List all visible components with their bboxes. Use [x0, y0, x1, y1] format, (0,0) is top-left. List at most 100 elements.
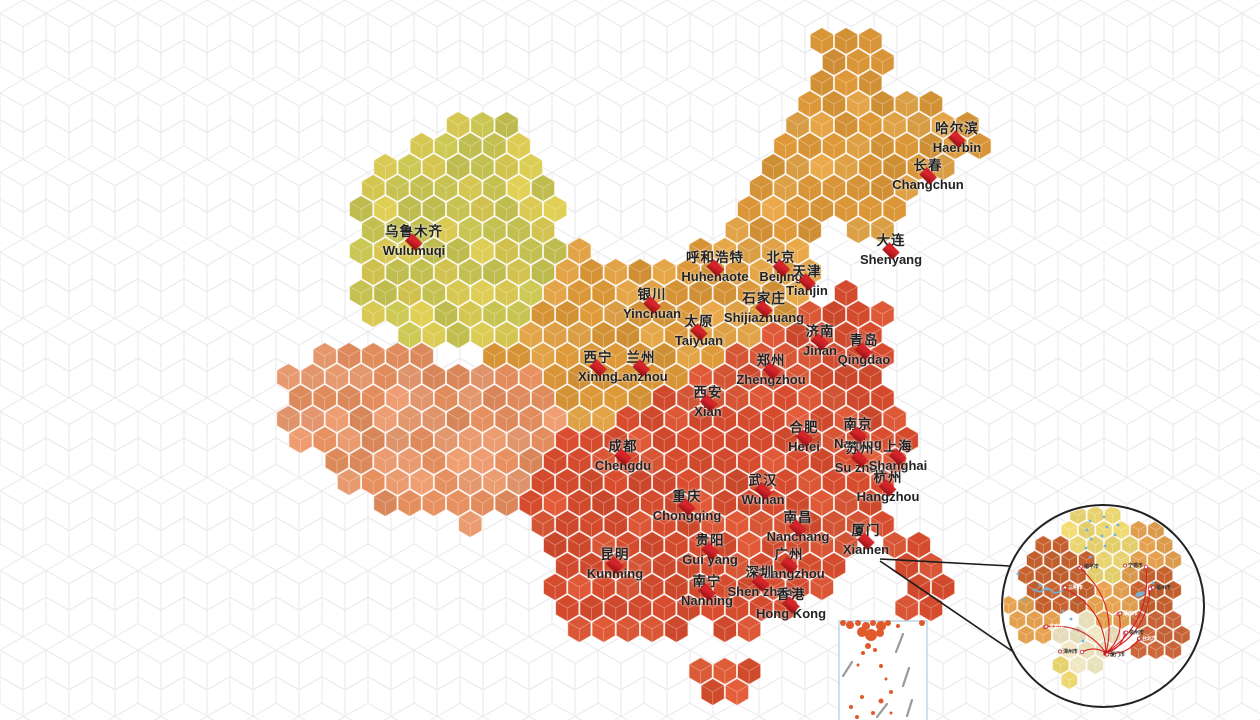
city-label-shijiazhuang[interactable]: 石家庄 Shijiazhuang [724, 292, 804, 324]
hex-tile-northwest-yellow [397, 152, 422, 182]
inset-city-label[interactable]: 莆田市 [1118, 611, 1138, 616]
city-label-beijing[interactable]: 北京 Beijing [759, 251, 802, 283]
inset-city-label[interactable]: 三明市 [1063, 585, 1083, 590]
sea-island-dot [870, 620, 876, 626]
hex-tile-south-red [591, 488, 616, 518]
city-name-zh: 苏州 [845, 441, 875, 456]
city-label-shanghai[interactable]: 上海Shanghai [869, 440, 928, 472]
inset-city-label[interactable]: 宁德市 [1123, 563, 1143, 569]
city-label-wuhan[interactable]: 武汉 Wuhan [741, 474, 784, 506]
hex-cube-line [834, 285, 859, 307]
hex-cube-line [373, 243, 398, 265]
city-name-zh: 杭州 [873, 470, 903, 485]
hex-cube-line [1017, 629, 1035, 645]
inset-city-label[interactable]: 南平市 [1079, 564, 1099, 569]
inset-city-name: 宁德市 [1128, 563, 1143, 569]
city-label-hong-kong[interactable]: 香港 Hong Kong [756, 588, 826, 620]
hex-cube-line [749, 264, 774, 286]
inset-city-label[interactable]: 福州市 [1151, 585, 1171, 590]
city-label-nanjing[interactable]: 南京 Nanjing [834, 418, 882, 450]
city-label-chengdu[interactable]: 成都Chengdu [595, 440, 651, 472]
hex-tile-north-amber [773, 299, 798, 329]
hex-tile-south-red [579, 425, 604, 455]
hex-tile-south-red [797, 551, 823, 581]
hex-tile-xiamen-cream [1051, 624, 1070, 646]
city-label-shenyang[interactable]: 大连 Shenyang [860, 234, 922, 266]
city-label-shen-zhen[interactable]: 深圳 Shen zhen [727, 566, 792, 598]
city-label-kunming[interactable]: 昆明Kunming [587, 548, 643, 580]
hex-tile-north-amber [591, 278, 616, 308]
hex-cube-line [482, 138, 507, 160]
hex-tile-hainan-red [736, 656, 762, 686]
hex-cube-line [773, 222, 798, 244]
city-label-su-zhou[interactable]: 苏州 Su zhou [835, 442, 886, 474]
hex-cube-line [1052, 569, 1070, 585]
hex-cube-line [809, 453, 834, 475]
hex-tile-south-red [821, 551, 847, 581]
hex-cube-line [688, 495, 713, 517]
city-label-yinchuan[interactable]: 银川 Yinchuan [623, 288, 681, 320]
city-label-chongqing[interactable]: 重庆Chongqing [653, 490, 722, 522]
fujian-magnifier-inset[interactable] [1000, 504, 1205, 708]
hex-tile-south-red [554, 551, 580, 581]
hex-tile-north-amber [857, 152, 883, 182]
hex-tile-west-salmon [409, 341, 435, 371]
city-label-hangzhou[interactable]: 杭州Hangzhou [857, 471, 920, 503]
inset-city-label[interactable]: 龙岩市 [1044, 624, 1064, 629]
city-label-haerbin[interactable]: 哈尔滨Haerbin [933, 122, 981, 154]
hex-tile-northwest-yellow [494, 320, 519, 350]
hex-cube-line [555, 306, 580, 328]
hex-tile-south-red [700, 509, 726, 539]
city-label-guangzhou[interactable]: 广州 Guangzhou [753, 548, 825, 580]
sea-island-dot [855, 620, 861, 626]
city-label-wulumuqi[interactable]: 乌鲁木齐Wulumuqi [383, 225, 446, 257]
hex-cube-line [834, 369, 859, 391]
hex-tile-north-amber [857, 26, 883, 56]
inset-city-label[interactable]: 漳州市 [1058, 649, 1078, 654]
city-label-qingdao[interactable]: 青岛Qingdao [838, 334, 891, 366]
hex-cube-line [773, 180, 798, 202]
city-label-xining[interactable]: 西宁 Xining [578, 351, 618, 383]
city-label-changchun[interactable]: 长春 Changchun [892, 159, 964, 191]
hex-cube-line [446, 453, 471, 475]
hex-tile-north-amber [566, 278, 592, 308]
hex-tile-nanping-yellow [1095, 549, 1113, 571]
city-label-huhehaote[interactable]: 呼和浩特 Huhehaote [681, 251, 748, 283]
hex-tile-south-red [785, 488, 810, 518]
hex-tile-south-red [688, 404, 713, 434]
city-label-zhengzhou[interactable]: 郑州 Zhengzhou [736, 354, 805, 386]
hex-cube-line [421, 411, 446, 433]
city-label-nanchang[interactable]: 南昌Nanchang [767, 511, 830, 543]
hex-tile-northwest-yellow [445, 320, 471, 350]
sea-island-dot [856, 663, 860, 667]
river-dot [1103, 544, 1107, 548]
hex-tile-south-red [736, 446, 762, 476]
city-label-xian[interactable]: 西安 Xian [694, 386, 723, 418]
city-label-hefei[interactable]: 合肥 Hefei [788, 421, 820, 453]
city-label-jinan[interactable]: 济南 Jinan [803, 325, 837, 357]
city-label-tianjin[interactable]: 天津 Tianjin [786, 265, 828, 297]
inset-city-label[interactable]: 泉州市 [1124, 630, 1144, 635]
city-label-lanzhou[interactable]: 兰州 Lanzhou [614, 351, 667, 383]
inset-circle-border[interactable] [1001, 504, 1205, 708]
hex-tile-south-red [627, 509, 653, 539]
hex-tile-south-red [591, 614, 616, 644]
hex-cube-line [858, 75, 883, 97]
hex-cube-line [446, 117, 471, 139]
hex-tile-south-red [785, 446, 810, 476]
inset-city-label[interactable]: 台北市 [1137, 636, 1157, 641]
inset-city-label[interactable]: 厦门市 [1105, 652, 1125, 657]
city-label-taiyuan[interactable]: 太原 Taiyuan [675, 315, 723, 347]
hex-cube-line [773, 390, 798, 412]
hex-tile-northwest-yellow [445, 278, 471, 308]
city-label-gui-yang[interactable]: 贵阳 Gui yang [682, 534, 738, 566]
hex-cube-line [361, 474, 386, 496]
city-label-nanning[interactable]: 南宁 Nanning [681, 575, 733, 607]
hex-tile-west-salmon [372, 446, 398, 476]
hex-tile-northwest-yellow [518, 152, 544, 182]
hex-tile-fuzhou-rust [1164, 579, 1183, 601]
hex-cube-line [531, 432, 555, 454]
city-label-xiamen[interactable]: 厦门 Xiamen [843, 524, 889, 556]
hex-cube-line [640, 579, 665, 601]
hex-tile-north-amber [566, 362, 592, 392]
